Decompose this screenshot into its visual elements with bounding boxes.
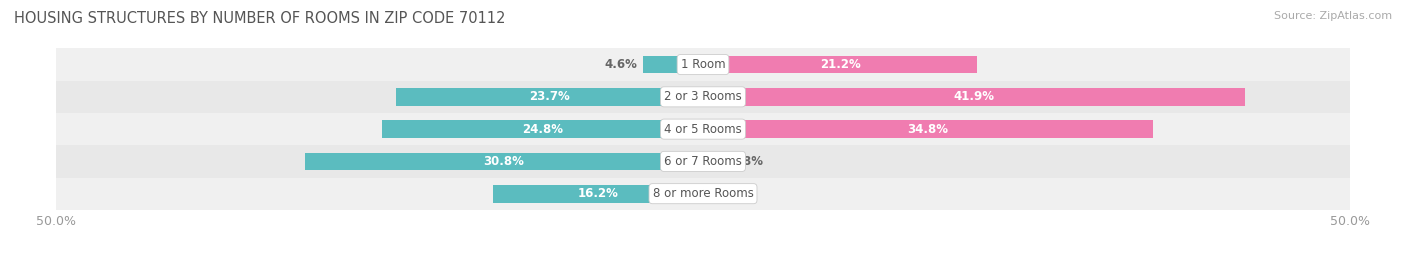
Text: HOUSING STRUCTURES BY NUMBER OF ROOMS IN ZIP CODE 70112: HOUSING STRUCTURES BY NUMBER OF ROOMS IN… xyxy=(14,11,506,26)
Text: 1 Room: 1 Room xyxy=(681,58,725,71)
Bar xyxy=(703,88,1244,106)
Text: 30.8%: 30.8% xyxy=(484,155,524,168)
Text: 16.2%: 16.2% xyxy=(578,187,619,200)
Text: 41.9%: 41.9% xyxy=(953,90,994,103)
Bar xyxy=(382,120,703,138)
Bar xyxy=(494,185,703,203)
Bar xyxy=(56,113,1350,145)
Text: 2 or 3 Rooms: 2 or 3 Rooms xyxy=(664,90,742,103)
Bar xyxy=(703,153,716,170)
Bar xyxy=(703,56,977,73)
Bar xyxy=(703,120,1153,138)
Text: 24.8%: 24.8% xyxy=(522,123,564,136)
Text: 34.8%: 34.8% xyxy=(907,123,949,136)
Bar xyxy=(56,178,1350,210)
Bar xyxy=(56,48,1350,81)
Text: 4.6%: 4.6% xyxy=(605,58,637,71)
Bar xyxy=(56,145,1350,178)
Text: 0.98%: 0.98% xyxy=(723,155,763,168)
Text: 1.0%: 1.0% xyxy=(723,187,755,200)
Text: Source: ZipAtlas.com: Source: ZipAtlas.com xyxy=(1274,11,1392,21)
Bar xyxy=(703,185,716,203)
Text: 4 or 5 Rooms: 4 or 5 Rooms xyxy=(664,123,742,136)
Bar xyxy=(305,153,703,170)
Text: 6 or 7 Rooms: 6 or 7 Rooms xyxy=(664,155,742,168)
Text: 23.7%: 23.7% xyxy=(529,90,569,103)
Bar xyxy=(56,81,1350,113)
Bar xyxy=(644,56,703,73)
Bar xyxy=(396,88,703,106)
Text: 21.2%: 21.2% xyxy=(820,58,860,71)
Text: 8 or more Rooms: 8 or more Rooms xyxy=(652,187,754,200)
